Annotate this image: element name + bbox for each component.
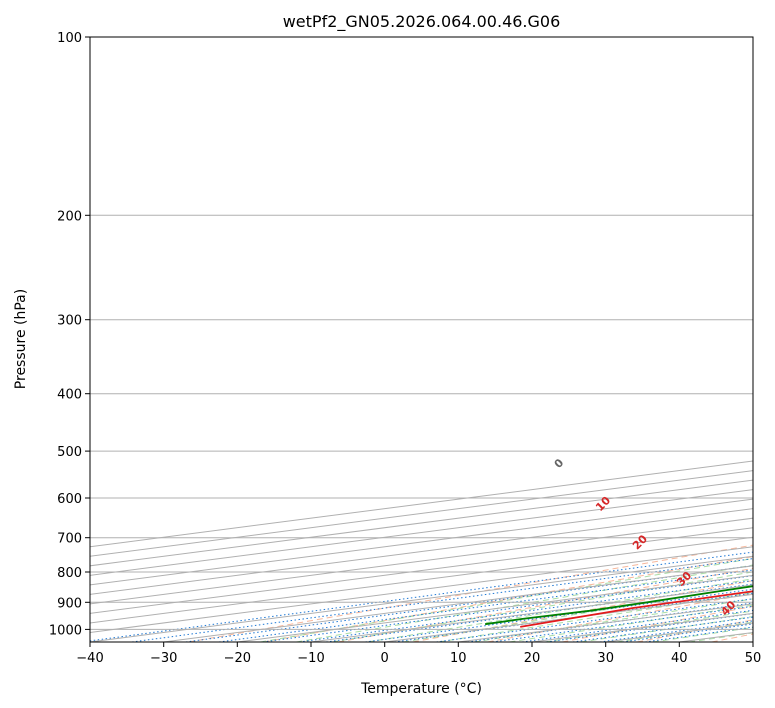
x-tick-label: 10	[450, 651, 467, 666]
mixing-ratio-line	[492, 605, 753, 642]
y-tick-label: 1000	[49, 623, 82, 638]
x-tick-label: 20	[524, 651, 541, 666]
isotherm-line	[90, 517, 753, 605]
isotherm-line	[310, 584, 753, 642]
dry-adiabat	[338, 567, 753, 642]
dry-adiabat-label: 20	[630, 532, 650, 552]
dry-adiabat-label: 10	[593, 494, 613, 514]
isotherm-line	[163, 565, 753, 642]
mixing-ratio-line	[572, 616, 753, 642]
x-axis-label: Temperature (°C)	[360, 681, 482, 697]
mixing-ratio-line	[645, 626, 753, 642]
y-tick-label: 300	[57, 314, 82, 329]
dry-adiabat	[487, 592, 753, 642]
moist-adiabat	[544, 610, 753, 642]
moist-adiabat	[332, 571, 753, 642]
mixing-ratio-line	[599, 620, 753, 642]
isotherm-line	[90, 489, 753, 576]
y-tick-label: 800	[57, 566, 82, 581]
x-tick-label: 30	[597, 651, 614, 666]
isotherm-line	[752, 641, 753, 642]
moist-adiabat	[367, 578, 753, 642]
isotherm-lines	[90, 460, 753, 642]
chart-title: wetPf2_GN05.2026.064.00.46.G06	[283, 12, 561, 32]
temperature-line	[520, 590, 753, 628]
x-tick-label: 50	[745, 651, 762, 666]
x-tick-label: −20	[224, 651, 251, 666]
isotherm-line	[90, 527, 753, 614]
mixing-ratio-line	[522, 609, 753, 642]
x-tick-label: −40	[76, 651, 103, 666]
y-tick-label: 500	[57, 445, 82, 460]
y-axis: 100 200 300 400 500 600 700 800 900 1000	[49, 31, 90, 638]
x-tick-label: −10	[297, 651, 324, 666]
mixing-ratio-line	[546, 613, 753, 642]
dry-adiabat	[636, 619, 753, 642]
y-tick-label: 600	[57, 492, 82, 507]
mixing-ratio-line	[185, 565, 753, 642]
y-tick-label: 200	[57, 209, 82, 224]
mixing-ratio-line	[131, 558, 753, 642]
isotherm-line	[90, 536, 753, 624]
isotherm-line	[90, 479, 753, 567]
isotherm-line	[679, 631, 753, 642]
isotherm-line	[90, 470, 753, 557]
moist-adiabat	[438, 591, 753, 642]
isotherm-line	[237, 574, 753, 642]
isotherm-line	[90, 508, 753, 595]
background-lines	[90, 37, 753, 642]
data-lines	[484, 585, 753, 628]
x-tick-label: 0	[381, 651, 389, 666]
moist-adiabat	[260, 557, 753, 642]
y-tick-label: 100	[57, 31, 82, 46]
y-axis-label: Pressure (hPa)	[13, 289, 29, 389]
x-axis: −40 −30 −20 −10 0 10 20 30 40 50	[76, 642, 761, 666]
dry-adiabat	[263, 556, 753, 642]
y-tick-label: 900	[57, 596, 82, 611]
isotherm-line	[90, 498, 753, 586]
y-tick-label: 400	[57, 388, 82, 403]
isotherm-line	[90, 460, 753, 548]
dry-adiabat-label: 0	[552, 456, 567, 471]
moist-adiabat	[296, 564, 753, 642]
moist-adiabat	[403, 585, 753, 642]
isotherm-line	[458, 603, 753, 642]
mixing-ratio-line	[326, 583, 753, 642]
x-tick-label: 40	[671, 651, 688, 666]
plot-frame	[89, 36, 754, 643]
dry-adiabat	[562, 605, 753, 642]
mixing-ratio-line	[90, 551, 753, 642]
moist-adiabat	[652, 627, 753, 642]
y-tick-label: 700	[57, 532, 82, 547]
dewpoint-line	[484, 585, 753, 626]
x-tick-label: −30	[150, 651, 177, 666]
dry-adiabats	[188, 544, 753, 642]
isotherm-line	[605, 622, 753, 642]
isotherm-line	[90, 555, 753, 642]
